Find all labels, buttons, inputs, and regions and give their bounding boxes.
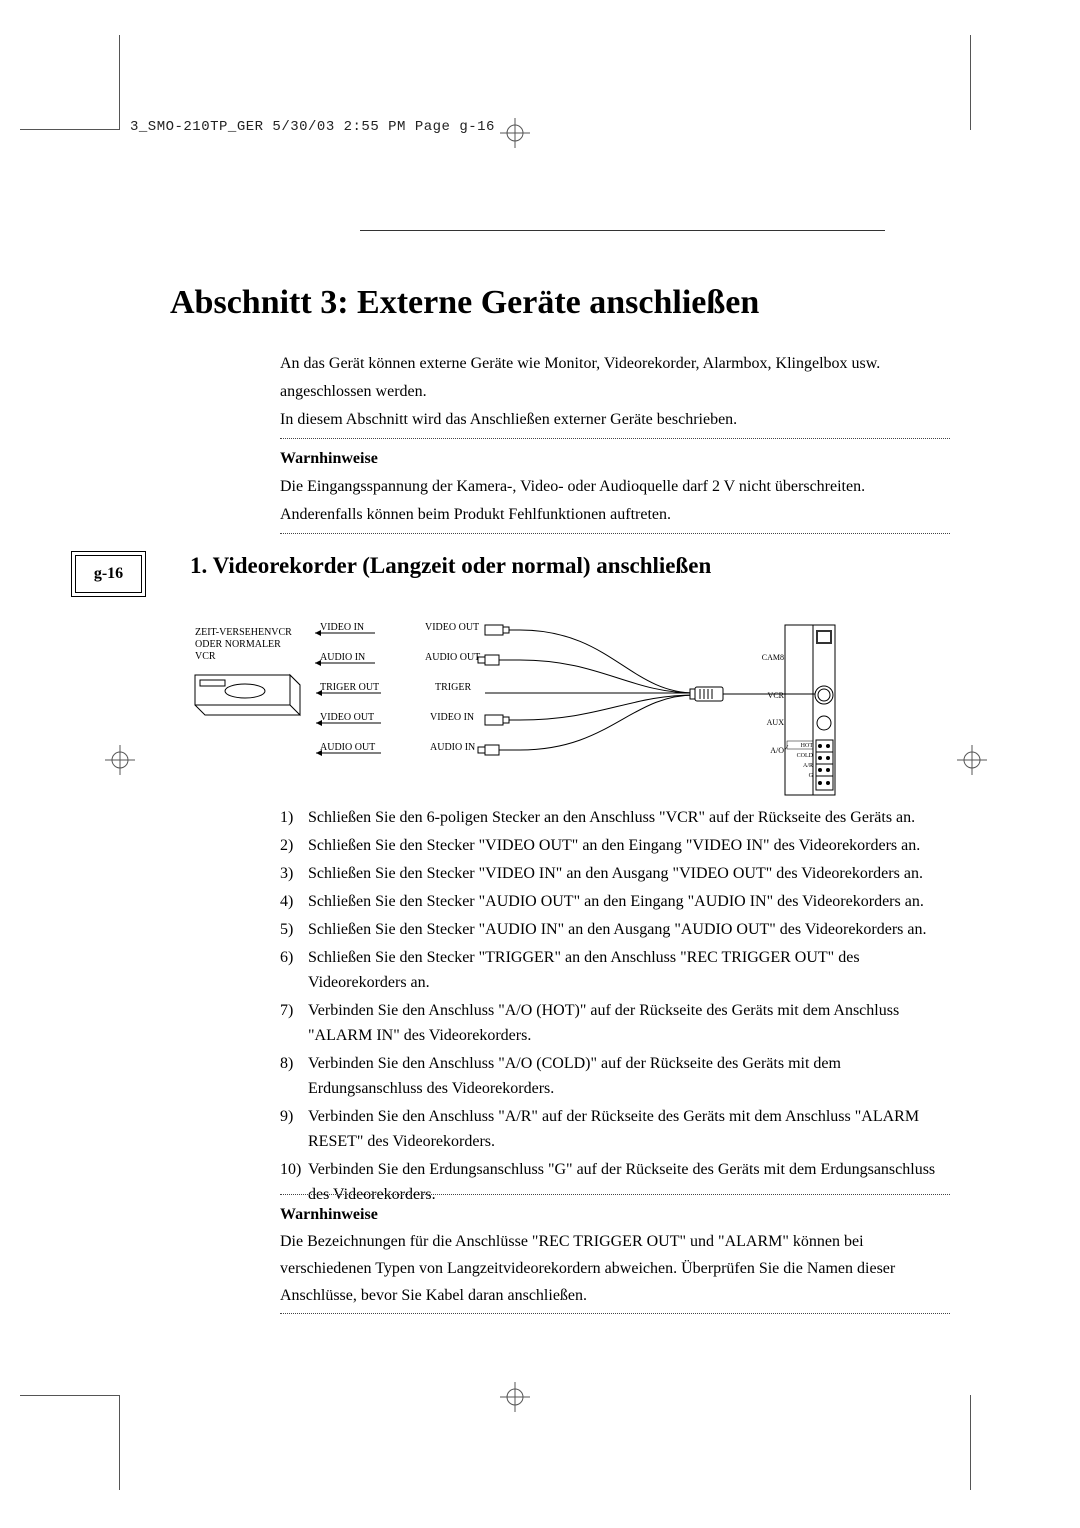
- dotted-rule: [280, 1194, 950, 1195]
- registration-mark-icon: [957, 745, 987, 775]
- panel-label-ar: A/R: [803, 763, 813, 769]
- vcr-label: ZEIT-VERSEHENVCR ODER NORMALER VCR: [195, 627, 294, 662]
- dotted-rule: [280, 533, 950, 534]
- intro-p1: An das Gerät können externe Geräte wie M…: [280, 350, 950, 406]
- plug-icon: [485, 715, 520, 725]
- panel-label-vcr: VCR: [768, 691, 785, 700]
- crop-mark: [119, 35, 120, 130]
- label-video-out: VIDEO OUT: [320, 712, 374, 723]
- dotted-rule: [280, 438, 950, 439]
- plug-icon: [485, 625, 520, 635]
- panel-label-cold: COLD: [797, 753, 814, 759]
- footnote-block: Warnhinweise Die Bezeichnungen für die A…: [280, 1190, 950, 1320]
- panel-label-cam8: CAM8: [762, 653, 784, 662]
- section-title: Abschnitt 3: Externe Geräte anschließen: [170, 284, 759, 322]
- label-audio-out: AUDIO OUT: [320, 742, 375, 753]
- panel-label-aux: AUX: [767, 718, 785, 727]
- step-4: 4)Schließen Sie den Stecker "AUDIO OUT" …: [280, 889, 950, 914]
- label-audio-in: AUDIO IN: [320, 652, 365, 663]
- warn-line-1: Die Eingangsspannung der Kamera-, Video-…: [280, 473, 950, 501]
- step-3: 3)Schließen Sie den Stecker "VIDEO IN" a…: [280, 861, 950, 886]
- din-plug-icon: [690, 687, 723, 701]
- rear-panel: [723, 625, 835, 795]
- crop-mark: [20, 129, 120, 130]
- label-trigger-out: TRIGER OUT: [320, 682, 379, 693]
- registration-mark-icon: [500, 1382, 530, 1412]
- step-8: 8)Verbinden Sie den Anschluss "A/O (COLD…: [280, 1051, 950, 1101]
- label-video-in-r: VIDEO IN: [430, 712, 474, 723]
- label-audio-out-r: AUDIO OUT: [425, 652, 480, 663]
- step-9: 9)Verbinden Sie den Anschluss "A/R" auf …: [280, 1104, 950, 1154]
- dotted-rule: [280, 1313, 950, 1314]
- step-5: 5)Schließen Sie den Stecker "AUDIO IN" a…: [280, 917, 950, 942]
- step-7: 7)Verbinden Sie den Anschluss "A/O (HOT)…: [280, 998, 950, 1048]
- page: 3_SMO-210TP_GER 5/30/03 2:55 PM Page g-1…: [0, 0, 1080, 1528]
- step-1: 1)Schließen Sie den 6-poligen Stecker an…: [280, 805, 950, 830]
- running-head: 3_SMO-210TP_GER 5/30/03 2:55 PM Page g-1…: [130, 119, 495, 135]
- crop-mark: [970, 1395, 971, 1490]
- panel-label-hot: HOT: [801, 743, 814, 749]
- footnote-body: Die Bezeichnungen für die Anschlüsse "RE…: [280, 1228, 950, 1309]
- warn-heading: Warnhinweise: [280, 445, 950, 473]
- label-trigger-r: TRIGER: [435, 682, 471, 693]
- label-audio-in-r: AUDIO IN: [430, 742, 475, 753]
- label-video-out-r: VIDEO OUT: [425, 622, 479, 633]
- steps-list: 1)Schließen Sie den 6-poligen Stecker an…: [280, 805, 950, 1210]
- panel-label-g: G: [809, 773, 814, 779]
- crop-mark: [970, 35, 971, 130]
- step-2: 2)Schließen Sie den Stecker "VIDEO OUT" …: [280, 833, 950, 858]
- footnote-heading: Warnhinweise: [280, 1201, 950, 1228]
- plug-icon: [478, 745, 520, 755]
- intro-block: An das Gerät können externe Geräte wie M…: [280, 350, 950, 540]
- warn-line-2: Anderenfalls können beim Produkt Fehlfun…: [280, 501, 950, 529]
- registration-mark-icon: [500, 118, 530, 148]
- page-number: g-16: [75, 555, 142, 593]
- step-6: 6)Schließen Sie den Stecker "TRIGGER" an…: [280, 945, 950, 995]
- registration-mark-icon: [105, 745, 135, 775]
- plug-icon: [478, 655, 520, 665]
- subsection-heading: 1. Videorekorder (Langzeit oder normal) …: [190, 553, 711, 579]
- crop-mark: [119, 1395, 120, 1490]
- header-rule: [360, 230, 885, 231]
- label-video-in: VIDEO IN: [320, 622, 364, 633]
- vcr-icon: [195, 675, 300, 715]
- intro-p2: In diesem Abschnitt wird das Anschließen…: [280, 406, 950, 434]
- connection-diagram: ZEIT-VERSEHENVCR ODER NORMALER VCR VIDEO…: [190, 605, 890, 805]
- crop-mark: [20, 1395, 120, 1396]
- panel-label-ao: A/O: [770, 746, 784, 755]
